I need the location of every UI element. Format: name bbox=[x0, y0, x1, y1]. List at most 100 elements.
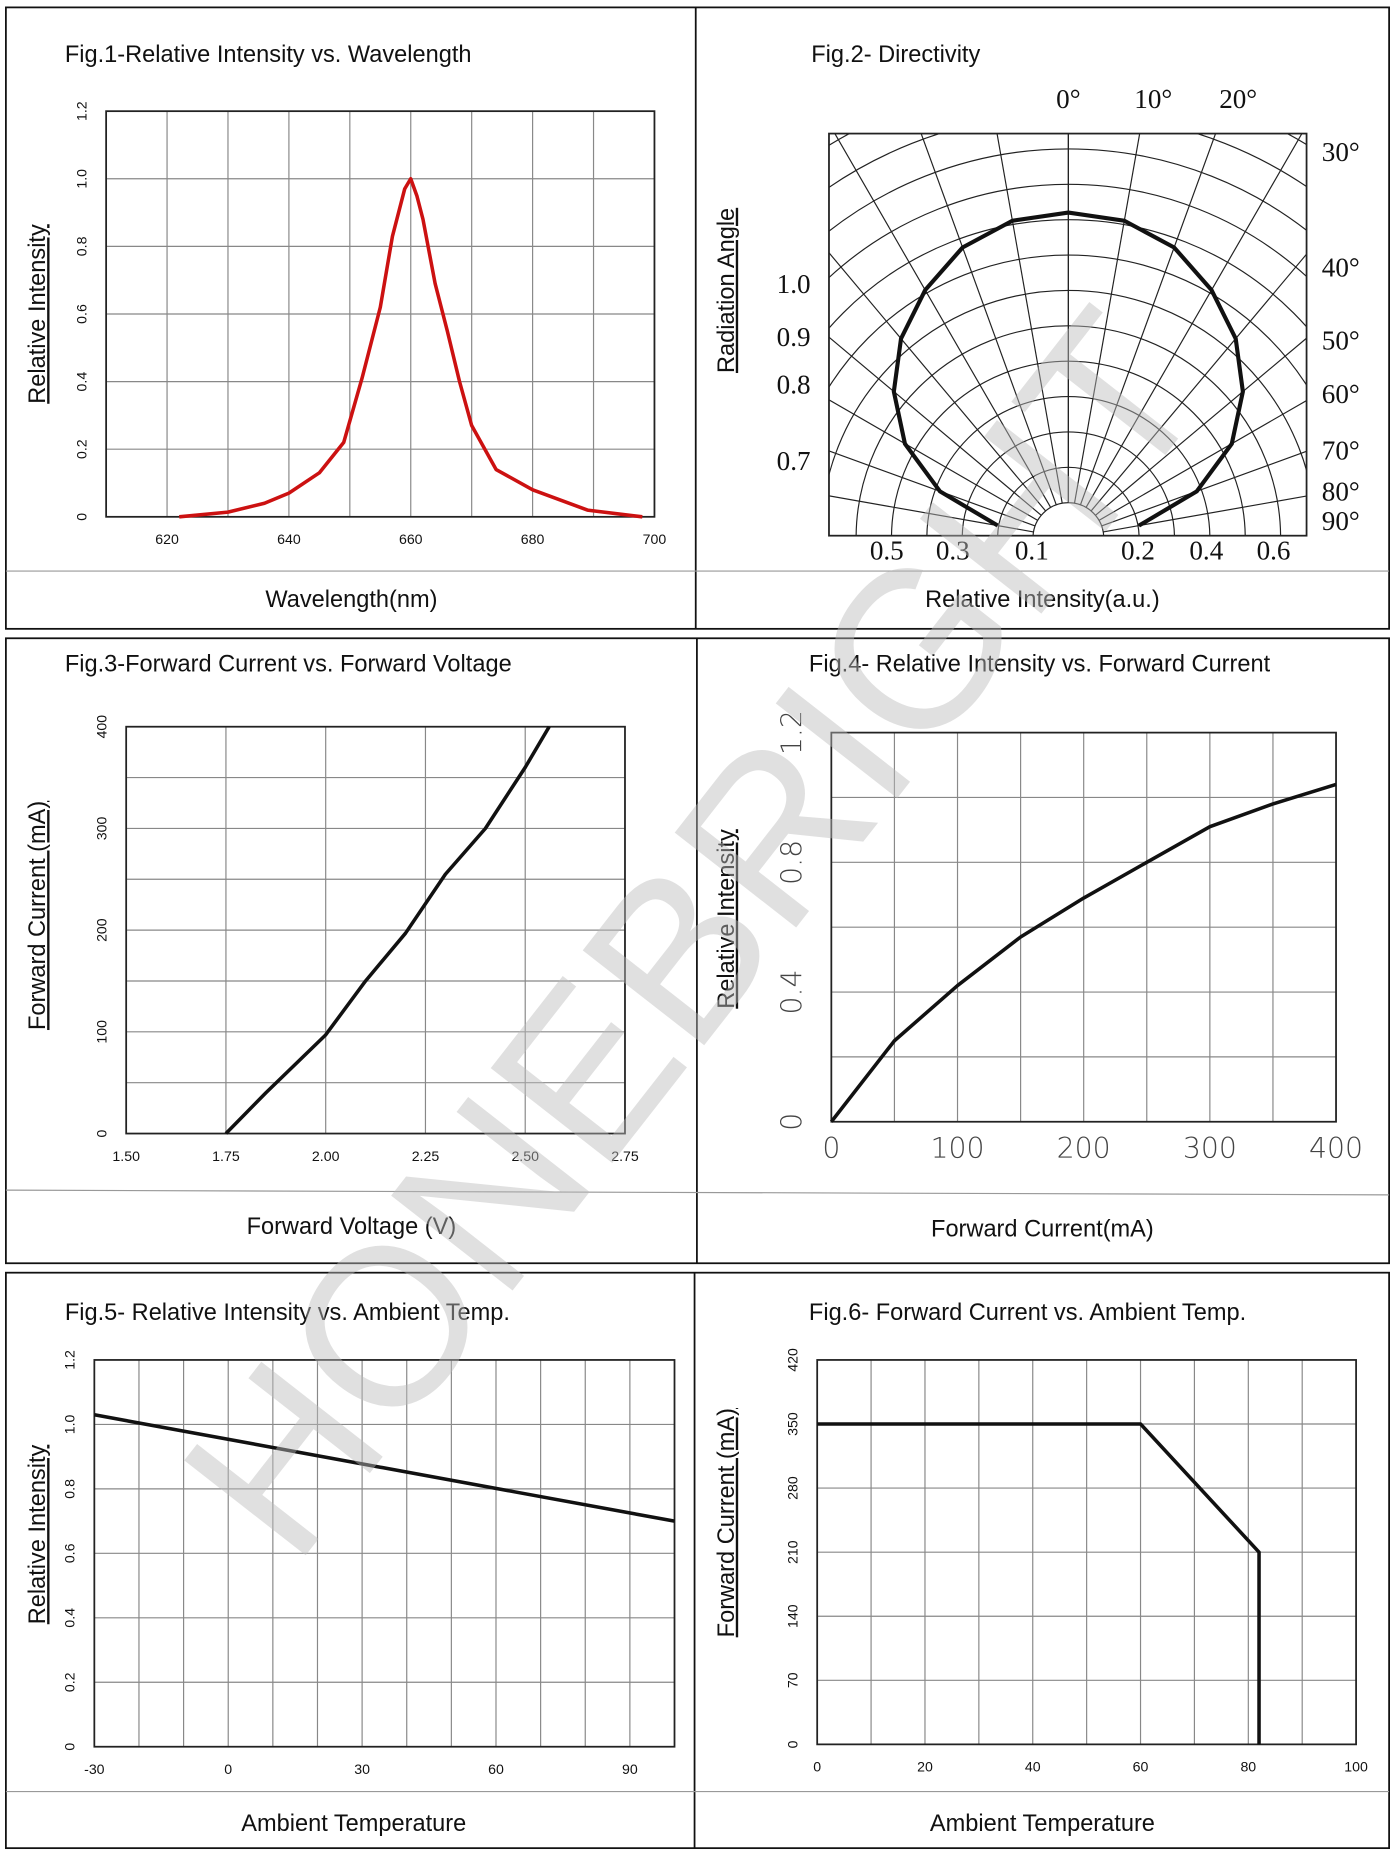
polar-ray bbox=[828, 251, 1047, 512]
y-tick-label: 0.4 bbox=[73, 372, 89, 392]
y-tick-label: 0.8 bbox=[73, 236, 89, 256]
x-tick-label: 300 bbox=[1183, 1132, 1237, 1165]
polar-ray bbox=[828, 495, 1034, 533]
intensity-label: 0.2 bbox=[1121, 536, 1155, 566]
intensity-label: 0.3 bbox=[936, 536, 970, 566]
x-tick-label: 400 bbox=[1309, 1132, 1363, 1165]
intensity-label: 0.1 bbox=[1015, 536, 1049, 566]
y-tick-label: 0.4 bbox=[61, 1608, 77, 1628]
angle-label: 80° bbox=[1322, 477, 1360, 507]
y-tick-label: 300 bbox=[93, 816, 109, 840]
caption-separators bbox=[5, 570, 1390, 1793]
x-tick-label: 2.25 bbox=[412, 1148, 440, 1164]
y-tick-label: 1.2 bbox=[776, 710, 809, 755]
x-axis-label: Ambient Temperature bbox=[930, 1810, 1155, 1836]
x-tick-label: 20 bbox=[917, 1759, 933, 1775]
x-tick-label: 0 bbox=[813, 1759, 821, 1775]
x-axis-label: Relative Intensity(a.u.) bbox=[925, 586, 1160, 612]
scale-label: 0.7 bbox=[777, 446, 811, 476]
chart-title: Fig.4- Relative Intensity vs. Forward Cu… bbox=[809, 651, 1271, 677]
x-tick-label: 620 bbox=[155, 531, 179, 547]
y-tick-label: 100 bbox=[93, 1020, 109, 1044]
plot-frame bbox=[105, 110, 656, 518]
y-tick-label: 0 bbox=[784, 1740, 800, 1748]
polar-ray bbox=[996, 133, 1063, 504]
data-line bbox=[817, 1422, 1261, 1745]
polar-ray bbox=[1085, 133, 1303, 508]
polar-ray bbox=[1098, 399, 1307, 521]
y-tick-label: 400 bbox=[93, 715, 109, 739]
y-tick-label: 200 bbox=[93, 918, 109, 942]
y-tick-label: 210 bbox=[784, 1540, 800, 1564]
x-tick-label: 2.75 bbox=[611, 1148, 639, 1164]
angle-label: 40° bbox=[1322, 253, 1360, 283]
y-tick-label: 420 bbox=[784, 1348, 800, 1372]
y-axis-label: Relative Intensity bbox=[24, 224, 50, 404]
angle-label: 60° bbox=[1322, 379, 1360, 409]
chart-title: Fig.5- Relative Intensity vs. Ambient Te… bbox=[65, 1299, 510, 1325]
x-tick-label: 660 bbox=[399, 531, 423, 547]
directivity-curve bbox=[1068, 210, 1245, 528]
angle-label: 20° bbox=[1219, 84, 1257, 114]
x-tick-label: 640 bbox=[277, 531, 301, 547]
x-axis-label: Ambient Temperature bbox=[241, 1810, 466, 1836]
y-tick-label: 1.2 bbox=[61, 1350, 77, 1370]
y-tick-label: 0.2 bbox=[73, 439, 89, 459]
y-tick-label: 140 bbox=[784, 1604, 800, 1628]
y-axis-label: Relative Intensity bbox=[24, 1444, 50, 1624]
angle-label: 10° bbox=[1134, 84, 1172, 114]
intensity-label: 0.6 bbox=[1257, 536, 1291, 566]
polar-ray bbox=[1103, 495, 1307, 533]
y-tick-label: 1.0 bbox=[73, 169, 89, 189]
x-tick-label: 80 bbox=[1240, 1759, 1256, 1775]
x-tick-label: 2.50 bbox=[511, 1148, 539, 1164]
x-tick-label: 40 bbox=[1025, 1759, 1041, 1775]
x-tick-label: 100 bbox=[931, 1132, 985, 1165]
y-tick-label: 0 bbox=[776, 1113, 809, 1131]
data-line bbox=[224, 725, 551, 1135]
y-tick-label: 350 bbox=[784, 1412, 800, 1436]
angle-label: 30° bbox=[1322, 137, 1360, 167]
x-tick-label: 0 bbox=[224, 1761, 232, 1777]
x-tick-label: 0 bbox=[822, 1132, 840, 1165]
x-tick-label: 2.00 bbox=[312, 1148, 340, 1164]
y-axis-label: Forward Current (mA) bbox=[24, 801, 50, 1030]
data-line bbox=[829, 782, 1337, 1123]
plot-frame bbox=[830, 731, 1337, 1123]
angle-label: 50° bbox=[1322, 326, 1360, 356]
y-tick-label: 0.6 bbox=[73, 304, 89, 324]
x-tick-label: 60 bbox=[488, 1761, 504, 1777]
polar-ray bbox=[828, 336, 1042, 516]
polar-ray bbox=[1090, 253, 1307, 512]
directivity-curve bbox=[891, 210, 1069, 528]
x-axis-label: Wavelength(nm) bbox=[265, 586, 437, 612]
y-tick-label: 280 bbox=[784, 1476, 800, 1500]
angle-label: 0° bbox=[1056, 84, 1080, 114]
y-tick-label: 0 bbox=[61, 1743, 77, 1751]
row-border bbox=[5, 1271, 1390, 1850]
polar-grid bbox=[828, 133, 1307, 536]
y-axis-label: Forward Current (mA) bbox=[713, 1408, 739, 1637]
plot-frame bbox=[125, 725, 626, 1135]
angle-label: 70° bbox=[1322, 435, 1360, 465]
x-tick-label: 100 bbox=[1344, 1759, 1368, 1775]
plot-frame bbox=[816, 1359, 1357, 1746]
polar-ray bbox=[1101, 450, 1307, 527]
y-tick-label: 0 bbox=[73, 513, 89, 521]
y-tick-label: 0.6 bbox=[61, 1543, 77, 1563]
chart-title: Fig.1-Relative Intensity vs. Wavelength bbox=[65, 41, 472, 67]
intensity-label: 0.4 bbox=[1189, 536, 1223, 566]
intensity-label: 0.5 bbox=[870, 536, 904, 566]
polar-ray bbox=[828, 399, 1039, 521]
data-line bbox=[94, 1413, 675, 1523]
polar-ray bbox=[828, 450, 1036, 527]
separator bbox=[5, 1189, 1390, 1196]
x-tick-label: 700 bbox=[643, 531, 667, 547]
y-tick-label: 0.8 bbox=[776, 840, 809, 885]
row-border bbox=[5, 6, 1390, 630]
x-tick-label: 680 bbox=[521, 531, 545, 547]
panels bbox=[5, 6, 1390, 1850]
y-axis-label: Relative Intensity bbox=[713, 829, 739, 1009]
x-tick-label: 1.75 bbox=[212, 1148, 240, 1164]
